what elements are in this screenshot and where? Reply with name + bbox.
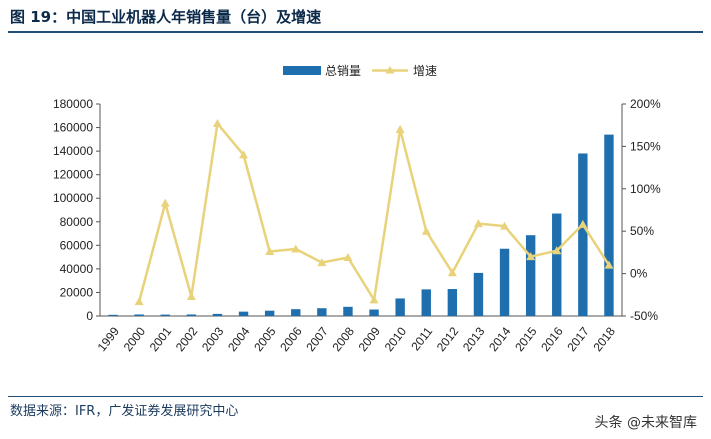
x-tick-label: 2016 bbox=[538, 324, 566, 354]
bar-2008 bbox=[343, 306, 353, 316]
left-tick-label: 180000 bbox=[53, 97, 93, 111]
growth-marker-2001 bbox=[160, 198, 170, 207]
x-tick-label: 2014 bbox=[486, 324, 514, 354]
bar-2011 bbox=[421, 289, 431, 316]
left-tick-label: 140000 bbox=[53, 144, 93, 158]
bar-2000 bbox=[134, 314, 144, 316]
left-tick-label: 60000 bbox=[60, 238, 94, 252]
figure-title: 图 19：中国工业机器人年销售量（台）及增速 bbox=[10, 8, 322, 26]
x-tick-label: 2006 bbox=[277, 324, 305, 354]
x-tick-label: 2003 bbox=[199, 324, 227, 354]
left-tick-label: 80000 bbox=[60, 215, 94, 229]
bar-series bbox=[108, 134, 614, 316]
bar-2006 bbox=[291, 309, 301, 316]
right-tick-label: 50% bbox=[630, 224, 654, 238]
source-note: 数据来源：IFR，广发证券发展研究中心 bbox=[10, 404, 239, 419]
growth-marker-2014 bbox=[500, 221, 510, 230]
bar-2012 bbox=[447, 289, 458, 316]
bar-2001 bbox=[160, 314, 170, 316]
line-series bbox=[134, 119, 614, 306]
growth-marker-2013 bbox=[473, 219, 483, 228]
bar-2017 bbox=[578, 153, 588, 316]
x-tick-label: 2011 bbox=[408, 324, 435, 353]
bar-2010 bbox=[395, 298, 405, 316]
bar-2014 bbox=[499, 248, 510, 316]
legend-label-bar: 总销量 bbox=[325, 64, 361, 78]
right-tick-label: -50% bbox=[630, 309, 658, 323]
x-tick-label: 2008 bbox=[329, 324, 357, 354]
watermark: 头条 @未来智库 bbox=[594, 415, 697, 431]
bar-2018 bbox=[604, 134, 614, 316]
x-tick-label: 2005 bbox=[251, 324, 279, 354]
x-tick-label: 2004 bbox=[225, 324, 253, 354]
left-tick-label: 20000 bbox=[60, 285, 94, 299]
x-tick-label: 2001 bbox=[147, 324, 175, 354]
x-tick-label: 2013 bbox=[460, 324, 488, 354]
growth-marker-2006 bbox=[291, 244, 301, 253]
right-tick-label: 200% bbox=[630, 97, 661, 111]
growth-marker-2010 bbox=[395, 124, 405, 133]
x-tick-label: 2002 bbox=[173, 324, 201, 354]
right-tick-label: 0% bbox=[630, 267, 648, 281]
growth-marker-2002 bbox=[186, 291, 196, 300]
title-divider bbox=[8, 31, 703, 33]
x-tick-label: 2007 bbox=[303, 324, 331, 354]
left-y-axis: 0 20000 40000 60000 80000 100000 120000 140000 1… bbox=[53, 97, 101, 323]
legend-label-line: 增速 bbox=[413, 64, 437, 78]
x-tick-label: 2009 bbox=[356, 324, 384, 354]
bar-2005 bbox=[264, 310, 275, 316]
bar-2016 bbox=[552, 213, 562, 316]
growth-marker-2012 bbox=[447, 268, 457, 277]
x-tick-label: 2010 bbox=[382, 324, 410, 354]
growth-marker-2011 bbox=[421, 226, 431, 235]
left-tick-label: 100000 bbox=[53, 191, 93, 205]
growth-marker-2008 bbox=[343, 252, 353, 261]
growth-marker-2018 bbox=[604, 260, 614, 269]
left-tick-label: 160000 bbox=[53, 121, 93, 135]
growth-marker-2017 bbox=[578, 219, 588, 228]
x-tick-label: 2018 bbox=[590, 324, 618, 354]
growth-marker-2016 bbox=[552, 246, 562, 255]
growth-marker-2003 bbox=[212, 119, 222, 128]
x-tick-label: 2017 bbox=[564, 324, 592, 354]
x-axis: 1999200020012002200320042005200620072008… bbox=[95, 315, 622, 354]
bar-2007 bbox=[317, 308, 327, 316]
bar-2013 bbox=[473, 272, 484, 316]
growth-marker-2004 bbox=[239, 150, 249, 159]
growth-marker-2007 bbox=[317, 258, 327, 267]
sales-growth-chart: 总销量 增速 0 20000 40000 60000 80000 100000 120000 1… bbox=[53, 64, 661, 354]
right-y-axis: -50% 0% 50% 100% 150% 200% bbox=[621, 97, 661, 323]
x-tick-label: 1999 bbox=[95, 324, 123, 354]
bar-1999 bbox=[108, 314, 118, 316]
x-tick-label: 2015 bbox=[512, 324, 540, 354]
footer-divider bbox=[8, 396, 703, 397]
legend-marker-line bbox=[385, 66, 395, 74]
bar-2003 bbox=[212, 313, 223, 316]
right-tick-label: 150% bbox=[630, 139, 661, 153]
growth-line bbox=[137, 122, 611, 302]
left-tick-label: 0 bbox=[86, 309, 93, 323]
growth-marker-2015 bbox=[526, 252, 536, 261]
bar-2002 bbox=[186, 314, 197, 316]
left-tick-label: 120000 bbox=[53, 168, 93, 182]
right-tick-label: 100% bbox=[630, 182, 661, 196]
left-tick-label: 40000 bbox=[60, 262, 94, 276]
legend-swatch-bar bbox=[283, 66, 321, 75]
growth-marker-2009 bbox=[369, 295, 379, 304]
chart-legend: 总销量 增速 bbox=[283, 64, 437, 78]
bar-2004 bbox=[238, 311, 249, 316]
growth-marker-2005 bbox=[265, 247, 275, 256]
x-tick-label: 2012 bbox=[434, 324, 462, 354]
bar-2015 bbox=[525, 235, 536, 316]
growth-marker-2000 bbox=[134, 297, 144, 306]
bar-2009 bbox=[369, 309, 379, 316]
x-tick-label: 2000 bbox=[121, 324, 149, 354]
